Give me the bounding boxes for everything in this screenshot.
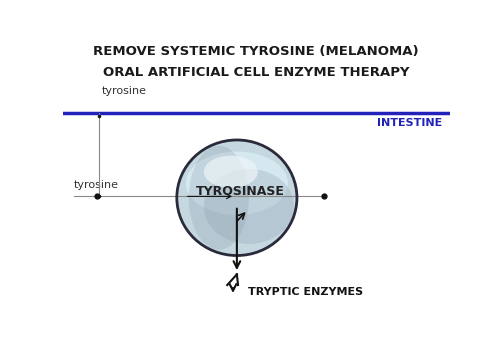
Ellipse shape [204,156,258,188]
Text: tyrosine: tyrosine [101,86,146,96]
Text: tyrosine: tyrosine [74,180,119,190]
Ellipse shape [177,140,297,255]
Ellipse shape [186,151,288,215]
Text: INTESTINE: INTESTINE [377,118,442,128]
Text: REMOVE SYSTEMIC TYROSINE (MELANOMA): REMOVE SYSTEMIC TYROSINE (MELANOMA) [94,45,419,58]
Text: TRYPTIC ENZYMES: TRYPTIC ENZYMES [248,287,364,297]
Ellipse shape [204,169,294,244]
Ellipse shape [189,146,249,250]
Text: TYROSINASE: TYROSINASE [196,185,285,198]
Text: ORAL ARTIFICIAL CELL ENZYME THERAPY: ORAL ARTIFICIAL CELL ENZYME THERAPY [103,66,410,79]
